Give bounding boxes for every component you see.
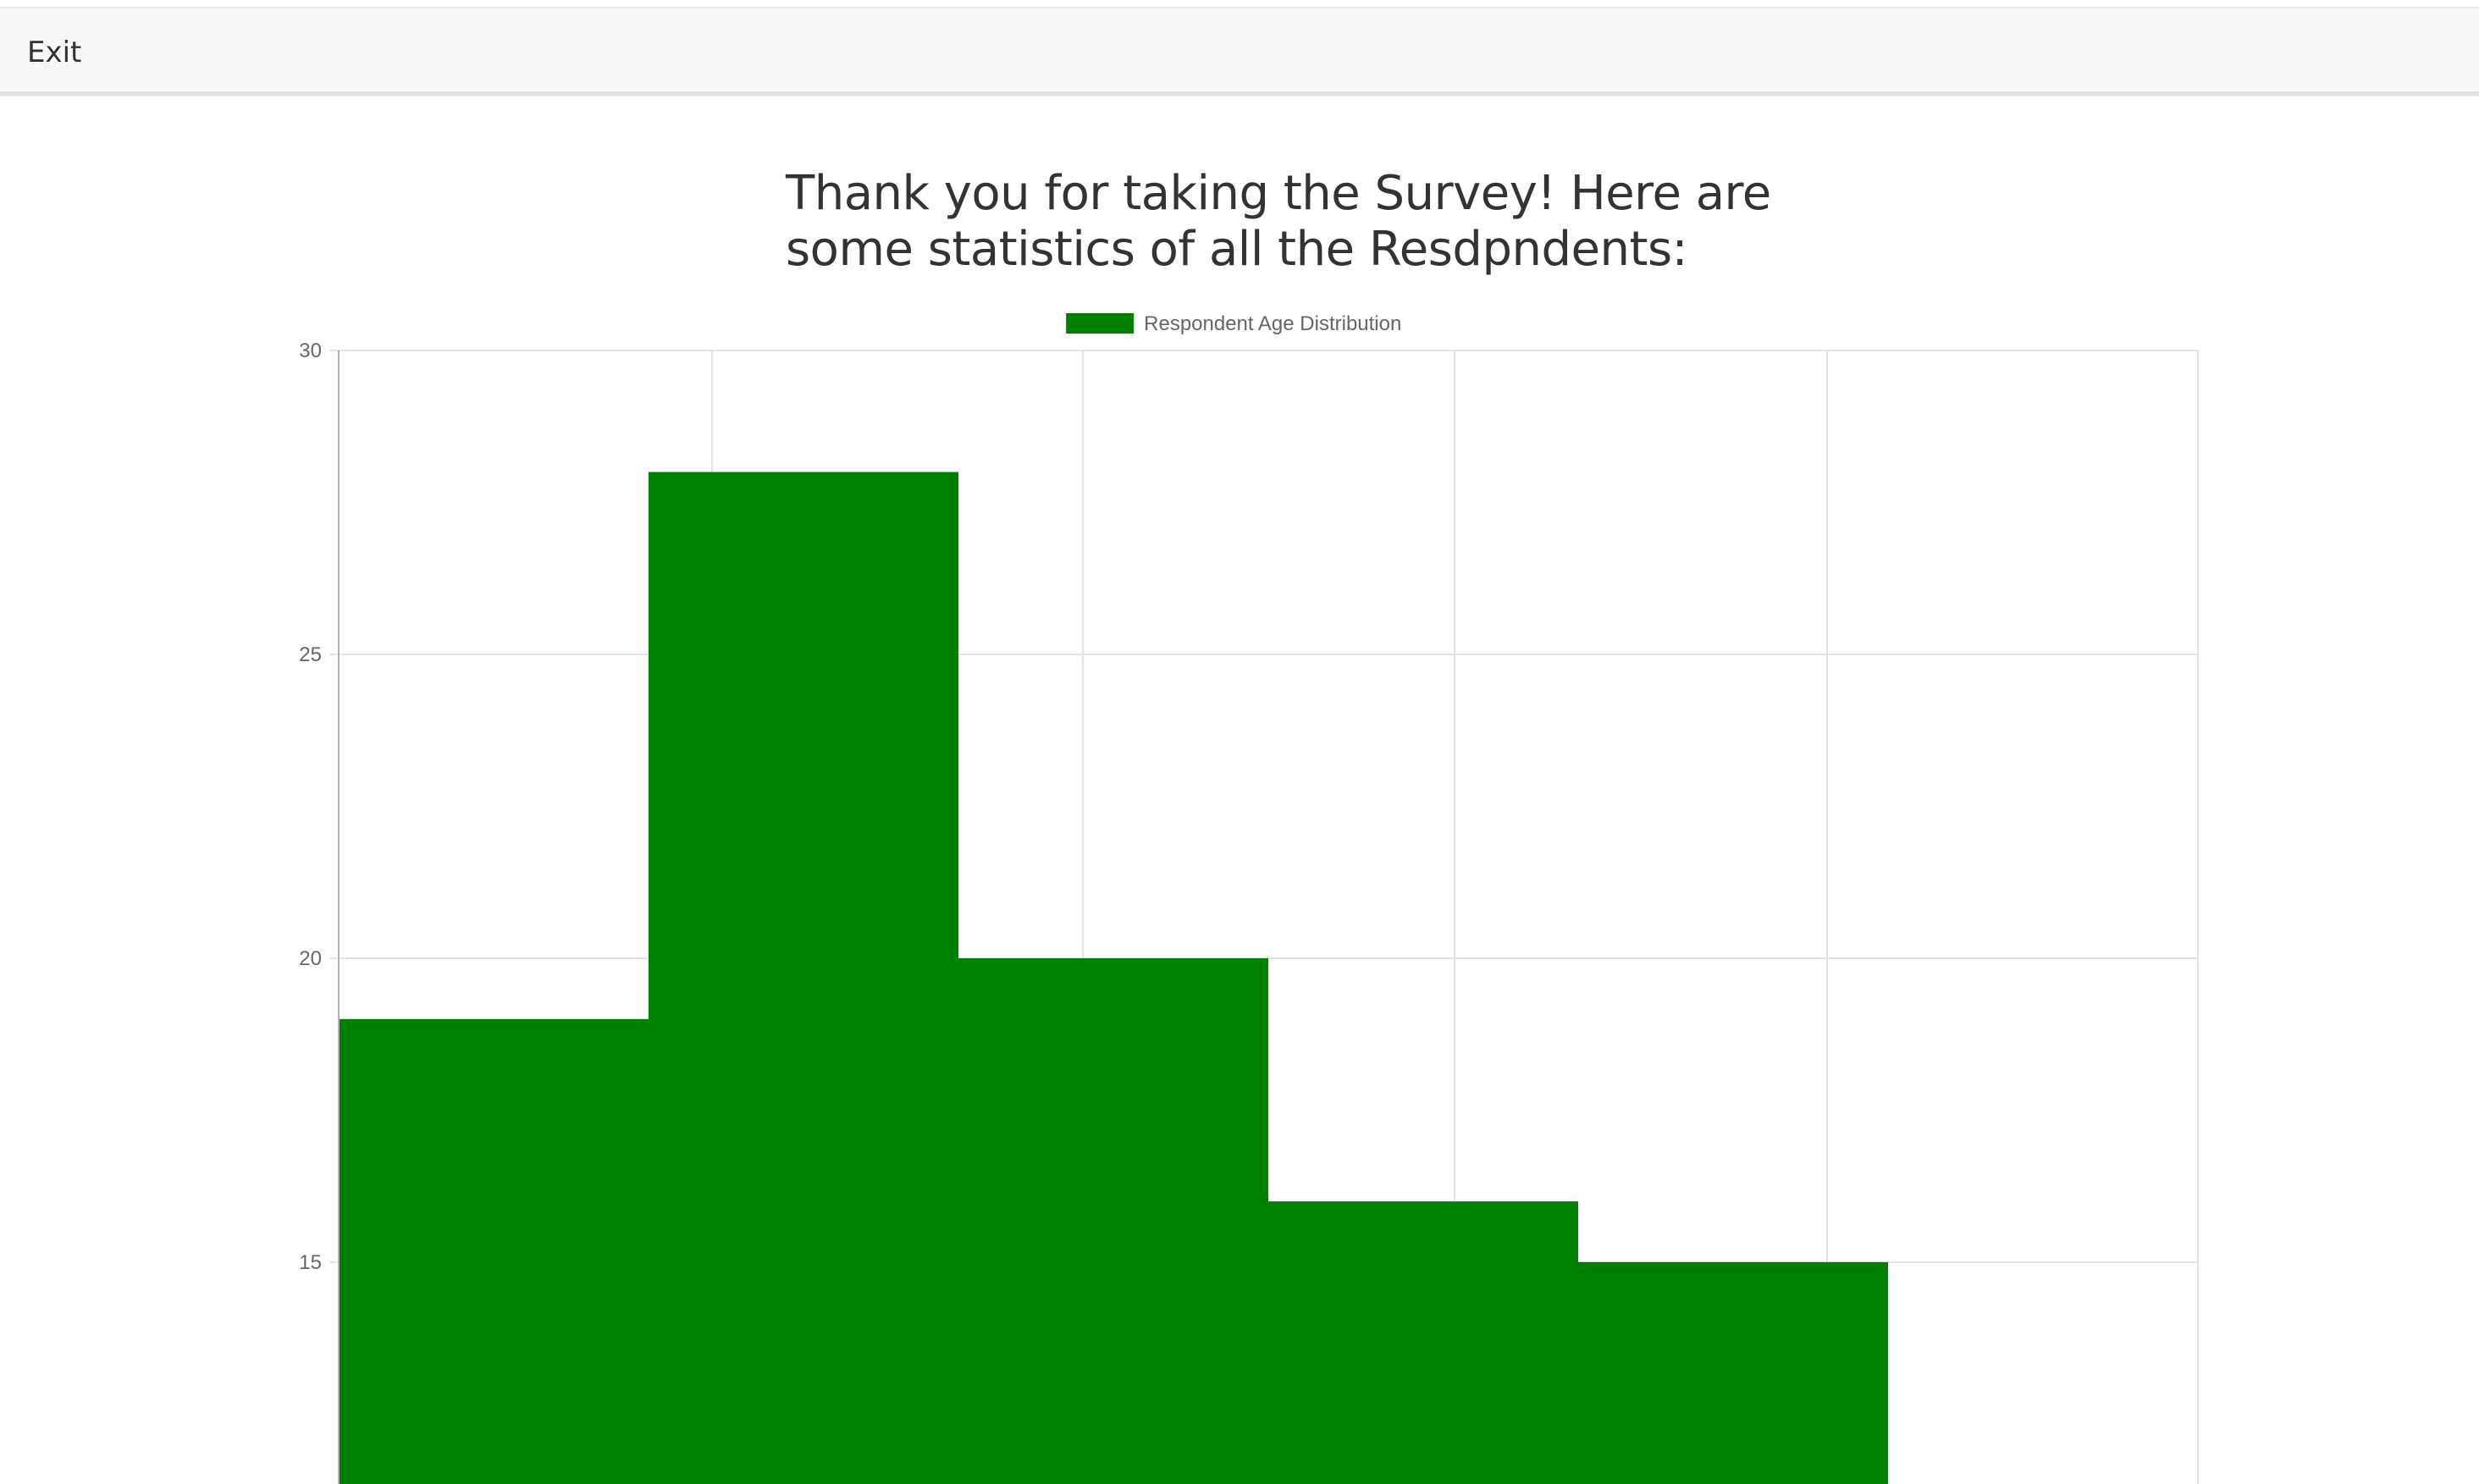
bar-5 — [1578, 1261, 1888, 1484]
legend-label: Respondent Age Distribution — [1144, 312, 1401, 335]
navbar: Exit — [0, 7, 2479, 97]
y-tick-label: 20 — [299, 947, 322, 970]
y-tick-label: 25 — [299, 643, 322, 666]
exit-link[interactable]: Exit — [27, 36, 82, 69]
heading-line-1: Thank you for taking the Survey! Here ar… — [786, 166, 1771, 221]
bar-3 — [958, 957, 1268, 1484]
bar-2 — [649, 472, 958, 1484]
y-tick-label: 30 — [299, 339, 322, 362]
heading-line-2: some statistics of all the Resdpndents: — [786, 222, 1687, 277]
page-heading: Thank you for taking the Survey! Here ar… — [786, 166, 1771, 278]
bar-1 — [339, 1018, 649, 1484]
legend-swatch — [1066, 313, 1135, 334]
bar-4 — [1268, 1201, 1578, 1484]
y-tick-label: 15 — [299, 1251, 322, 1274]
